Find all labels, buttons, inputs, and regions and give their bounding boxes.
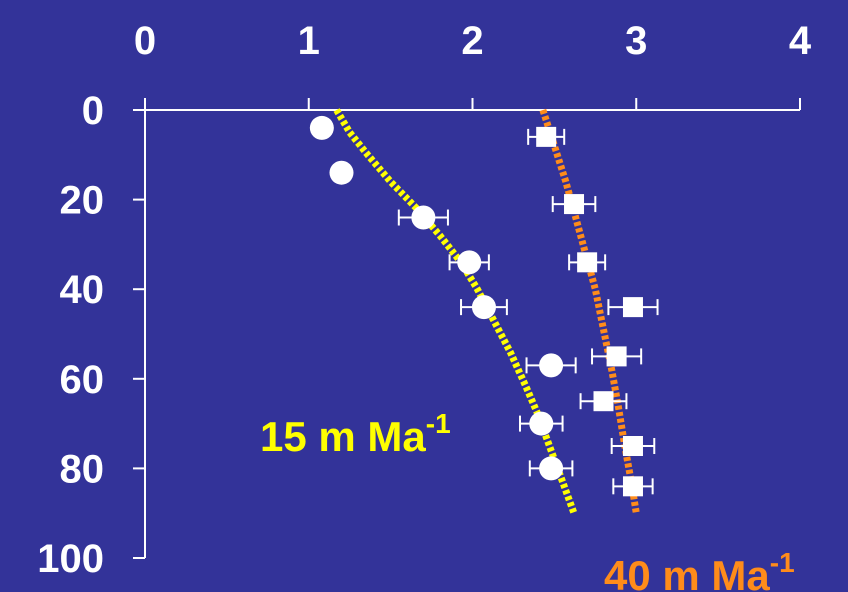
x-tick-label: 2 — [461, 19, 483, 63]
data-point-square — [622, 297, 643, 318]
y-tick-label: 100 — [37, 537, 104, 581]
curve-label-text: 15 m Ma — [260, 413, 426, 460]
data-point-square — [622, 476, 643, 497]
x-tick-label: 0 — [134, 19, 156, 63]
model-curve — [333, 108, 578, 515]
data-point-square — [536, 126, 557, 147]
curve-label-text: 40 m Ma — [604, 552, 770, 592]
data-point-square — [593, 391, 614, 412]
data-point-circle — [309, 115, 334, 140]
x-tick-label: 3 — [625, 19, 647, 63]
y-tick-label: 20 — [60, 179, 105, 223]
data-point-circle — [539, 456, 564, 481]
y-tick-label: 60 — [60, 358, 105, 402]
curve-label: 15 m Ma-1 — [260, 408, 451, 460]
x-tick-label: 1 — [298, 19, 320, 63]
curve-label-superscript: -1 — [770, 547, 795, 578]
data-point-square — [622, 436, 643, 456]
x-tick-label: 4 — [789, 19, 812, 63]
data-point-circle — [539, 353, 564, 378]
data-point-circle — [457, 250, 482, 275]
y-tick-label: 80 — [60, 447, 105, 491]
data-point-square — [606, 346, 627, 367]
data-point-circle — [529, 411, 554, 436]
data-points — [309, 115, 659, 497]
curve-labels: 15 m Ma-140 m Ma-1 — [260, 408, 795, 592]
y-tick-label: 40 — [60, 268, 105, 312]
data-point-circle — [411, 205, 436, 230]
data-point-circle — [329, 160, 354, 185]
data-point-square — [564, 194, 585, 215]
y-tick-label: 0 — [82, 89, 104, 133]
curve-label-superscript: -1 — [426, 408, 451, 439]
curve-label: 40 m Ma-1 — [604, 547, 795, 592]
data-point-circle — [471, 295, 496, 320]
data-point-square — [577, 252, 598, 273]
